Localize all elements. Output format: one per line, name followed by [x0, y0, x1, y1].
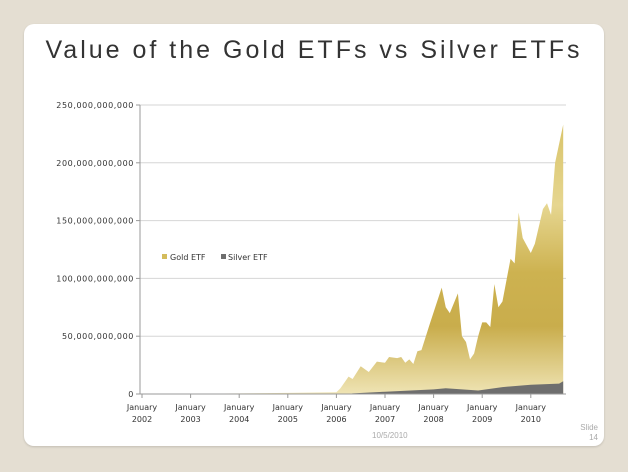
x-tick-label-year: 2002 [132, 415, 152, 424]
x-tick-label-year: 2009 [472, 415, 492, 424]
legend-swatch-silver [221, 254, 226, 259]
x-tick-label-year: 2010 [521, 415, 541, 424]
x-tick-label-month: January [320, 403, 352, 412]
y-tick-labels: 0 50,000,000,000 100,000,000,000 150,000,00… [56, 101, 134, 399]
legend-label-silver: Silver ETF [228, 253, 268, 262]
x-tick-label-year: 2004 [229, 415, 249, 424]
legend: Gold ETF Silver ETF [162, 253, 268, 262]
x-tick-label-year: 2006 [326, 415, 346, 424]
gold-etf-area [142, 124, 564, 394]
x-tick-label-month: January [223, 403, 255, 412]
legend-label-gold: Gold ETF [170, 253, 206, 262]
x-tick-label-month: January [466, 403, 498, 412]
slide-date: 10/5/2010 [372, 431, 408, 440]
axes [139, 105, 566, 398]
x-tick-label-month: January [126, 403, 158, 412]
y-tick-label: 0 [128, 390, 134, 399]
x-tick-label-month: January [417, 403, 449, 412]
x-tick-labels: January 2002 January 2003 January 2004 January… [126, 403, 546, 424]
slide-number: Slide 14 [580, 423, 598, 442]
y-tick-label: 200,000,000,000 [56, 159, 134, 168]
slide-title: Value of the Gold ETFs vs Silver ETFs [45, 36, 583, 64]
x-tick-label-month: January [515, 403, 547, 412]
x-tick-label-year: 2008 [423, 415, 443, 424]
x-tick-label-year: 2005 [278, 415, 298, 424]
gridlines [136, 104, 566, 395]
x-tick-label-month: January [369, 403, 401, 412]
y-tick-label: 50,000,000,000 [62, 332, 134, 341]
y-tick-label: 100,000,000,000 [56, 274, 134, 283]
x-tick-label-year: 2003 [180, 415, 200, 424]
legend-swatch-gold [162, 254, 167, 259]
x-tick-label-month: January [174, 403, 206, 412]
x-tick-label-year: 2007 [375, 415, 395, 424]
y-tick-label: 150,000,000,000 [56, 217, 134, 226]
y-tick-label: 250,000,000,000 [56, 101, 134, 110]
series-areas [142, 124, 564, 394]
silver-etf-area [348, 381, 564, 394]
x-tick-label-month: January [272, 403, 304, 412]
